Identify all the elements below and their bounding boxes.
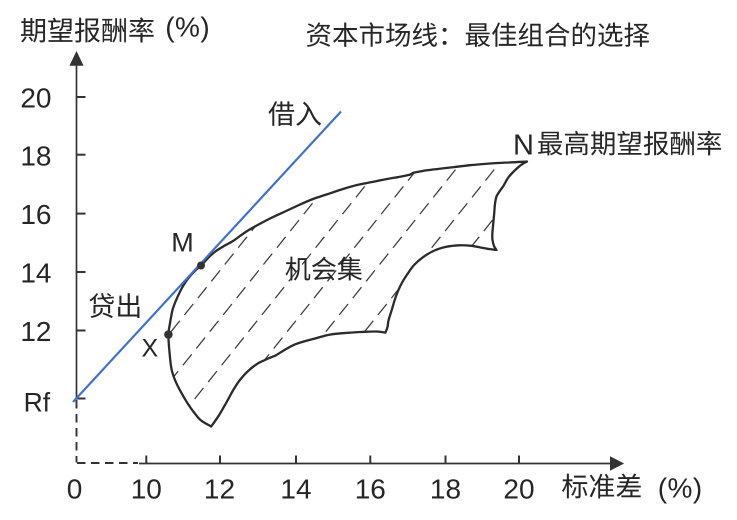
svg-text:18: 18 bbox=[20, 140, 51, 171]
svg-text:(%): (%) bbox=[658, 473, 703, 504]
svg-text:16: 16 bbox=[355, 473, 386, 504]
svg-text:N: N bbox=[513, 130, 534, 162]
svg-text:(%): (%) bbox=[165, 11, 210, 42]
svg-text:14: 14 bbox=[280, 473, 311, 504]
svg-text:20: 20 bbox=[503, 473, 534, 504]
svg-text:Rf: Rf bbox=[24, 388, 51, 418]
svg-text:0: 0 bbox=[67, 473, 83, 504]
svg-text:20: 20 bbox=[20, 83, 51, 114]
svg-text:12: 12 bbox=[204, 473, 235, 504]
svg-text:14: 14 bbox=[20, 258, 51, 289]
svg-text:16: 16 bbox=[20, 199, 51, 230]
svg-text:X: X bbox=[142, 335, 159, 363]
svg-text:10: 10 bbox=[131, 473, 162, 504]
svg-text:M: M bbox=[171, 227, 194, 257]
svg-text:12: 12 bbox=[20, 316, 51, 347]
svg-text:18: 18 bbox=[430, 473, 461, 504]
